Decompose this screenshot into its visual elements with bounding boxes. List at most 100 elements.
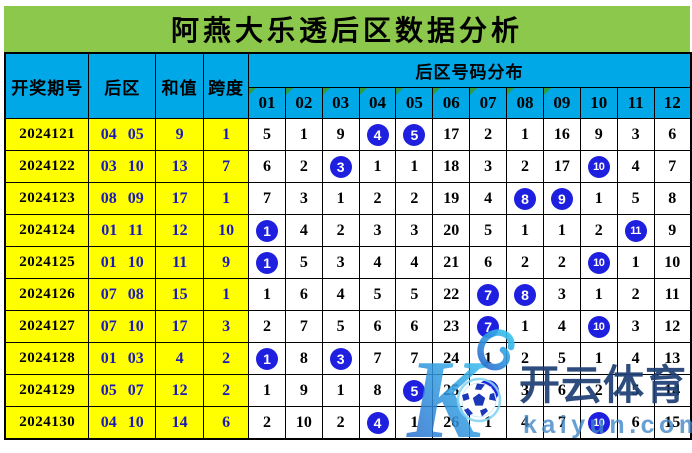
hit-number-ball: 7 xyxy=(477,379,500,402)
rear-numbers-cell: 01 03 xyxy=(88,342,157,375)
rear-numbers-cell: 07 10 xyxy=(88,310,157,343)
dist-cell: 3 xyxy=(321,150,360,183)
span-value-cell: 1 xyxy=(203,118,250,151)
sum-value-cell: 12 xyxy=(155,374,205,407)
span-value-cell: 6 xyxy=(203,406,250,440)
rear-numbers-cell: 01 10 xyxy=(88,246,157,279)
sum-value-cell: 17 xyxy=(155,310,205,343)
dist-cell: 10 xyxy=(579,310,618,343)
rear-numbers-cell: 03 10 xyxy=(88,150,157,183)
period-cell: 2024124 xyxy=(4,214,90,247)
dist-cell: 1 xyxy=(395,406,434,440)
dist-cell: 1 xyxy=(506,118,544,151)
period-cell: 2024127 xyxy=(4,310,90,343)
dist-cell: 1 xyxy=(506,214,544,247)
dist-cell: 4 xyxy=(321,278,360,311)
hit-number-ball: 11 xyxy=(624,219,647,242)
dist-cell: 7 xyxy=(469,278,508,311)
sum-value-cell: 12 xyxy=(155,214,205,247)
sum-value-cell: 17 xyxy=(155,182,205,215)
dist-col-header-07: 07 xyxy=(469,87,508,119)
dist-cell: 25 xyxy=(432,374,471,407)
period-cell: 2024126 xyxy=(4,278,90,311)
dist-cell: 9 xyxy=(542,182,581,215)
rear-numbers-cell: 07 08 xyxy=(88,278,157,311)
hit-number-ball: 1 xyxy=(255,219,278,242)
rear-numbers-cell: 01 11 xyxy=(88,214,157,247)
dist-cell: 5 xyxy=(395,118,434,151)
dist-cell: 8 xyxy=(284,342,323,375)
dist-col-header-09: 09 xyxy=(542,87,581,119)
dist-cell: 10 xyxy=(579,246,618,279)
dist-cell: 2 xyxy=(321,406,360,440)
hit-number-ball: 3 xyxy=(329,155,352,178)
dist-cell: 2 xyxy=(321,214,360,247)
page-title: 阿燕大乐透后区数据分析 xyxy=(4,6,690,52)
hit-number-ball: 5 xyxy=(403,379,426,402)
dist-cell: 5 xyxy=(248,118,286,151)
table-row: 2024130 04 10 14 6 2 10 2 4 1 26 1 4 7 10 6 15 xyxy=(4,406,692,440)
dist-cell: 7 xyxy=(653,150,692,183)
dist-cell: 20 xyxy=(432,214,471,247)
dist-col-header-11: 11 xyxy=(616,87,655,119)
dist-cell: 11 xyxy=(616,214,655,247)
dist-cell: 5 xyxy=(542,342,581,375)
dist-cell: 1 xyxy=(321,374,360,407)
dist-cell: 1 xyxy=(248,246,286,279)
dist-cell: 4 xyxy=(616,150,655,183)
table-row: 2024122 03 10 13 7 6 2 3 1 1 18 3 2 17 10 4 7 xyxy=(4,150,692,183)
hit-number-ball: 8 xyxy=(514,283,536,306)
dist-cell: 8 xyxy=(653,182,692,215)
header-row-numbers: 01 02 03 04 05 06 07 08 09 10 11 12 xyxy=(5,87,692,119)
dist-cell: 3 xyxy=(616,118,655,151)
dist-col-header-10: 10 xyxy=(579,87,618,119)
span-value-cell: 2 xyxy=(203,342,250,375)
dist-cell: 1 xyxy=(284,118,323,151)
dist-cell: 4 xyxy=(284,214,323,247)
dist-cell: 21 xyxy=(432,246,471,279)
dist-cell: 6 xyxy=(284,278,323,311)
dist-cell: 5 xyxy=(469,214,508,247)
dist-cell: 4 xyxy=(542,310,581,343)
dist-cell: 4 xyxy=(506,406,544,440)
table-row: 2024124 01 11 12 10 1 4 2 3 3 20 5 1 1 2 11 9 xyxy=(4,214,692,247)
dist-cell: 7 xyxy=(469,374,508,407)
dist-cell: 10 xyxy=(284,406,323,440)
dist-col-header-06: 06 xyxy=(432,87,471,119)
rear-numbers-cell: 04 10 xyxy=(88,406,157,440)
dist-cell: 23 xyxy=(432,310,471,343)
dist-cell: 1 xyxy=(469,406,508,440)
hit-number-ball: 4 xyxy=(366,411,389,434)
period-cell: 2024130 xyxy=(4,406,90,440)
dist-cell: 2 xyxy=(506,150,544,183)
rear-numbers-cell: 05 07 xyxy=(88,374,157,407)
dist-cell: 3 xyxy=(542,278,581,311)
table-row: 2024128 01 03 4 2 1 8 3 7 7 24 1 2 5 1 4 13 xyxy=(4,342,692,375)
dist-cell: 5 xyxy=(395,374,434,407)
dist-cell: 5 xyxy=(616,182,655,215)
dist-cell: 2 xyxy=(506,342,544,375)
dist-cell: 7 xyxy=(284,310,323,343)
dist-cell: 8 xyxy=(506,278,544,311)
table-row: 2024121 04 05 9 1 5 1 9 4 5 17 2 1 16 9 3 6 xyxy=(4,118,692,151)
dist-cell: 6 xyxy=(542,374,581,407)
dist-cell: 1 xyxy=(248,342,286,375)
dist-cell: 8 xyxy=(506,182,544,215)
dist-cell: 22 xyxy=(432,278,471,311)
period-cell: 2024121 xyxy=(4,118,90,151)
dist-cell: 1 xyxy=(542,214,581,247)
dist-cell: 3 xyxy=(506,374,544,407)
dist-cell: 9 xyxy=(321,118,360,151)
dist-cell: 9 xyxy=(653,214,692,247)
dist-cell: 5 xyxy=(358,278,397,311)
table-row: 2024127 07 10 17 3 2 7 5 6 6 23 7 1 4 10 3 12 xyxy=(4,310,692,343)
dist-cell: 4 xyxy=(358,406,397,440)
dist-cell: 4 xyxy=(616,342,655,375)
table-row: 2024123 08 09 17 1 7 3 1 2 2 19 4 8 9 1 5 8 xyxy=(4,182,692,215)
dist-cell: 7 xyxy=(248,182,286,215)
col-header-span: 跨度 xyxy=(203,52,250,119)
dist-cell: 5 xyxy=(395,278,434,311)
hit-number-ball: 10 xyxy=(587,155,610,178)
col-header-sum: 和值 xyxy=(155,52,205,119)
header-row-group: 开奖期号 后区 和值 跨度 后区号码分布 xyxy=(4,52,692,119)
